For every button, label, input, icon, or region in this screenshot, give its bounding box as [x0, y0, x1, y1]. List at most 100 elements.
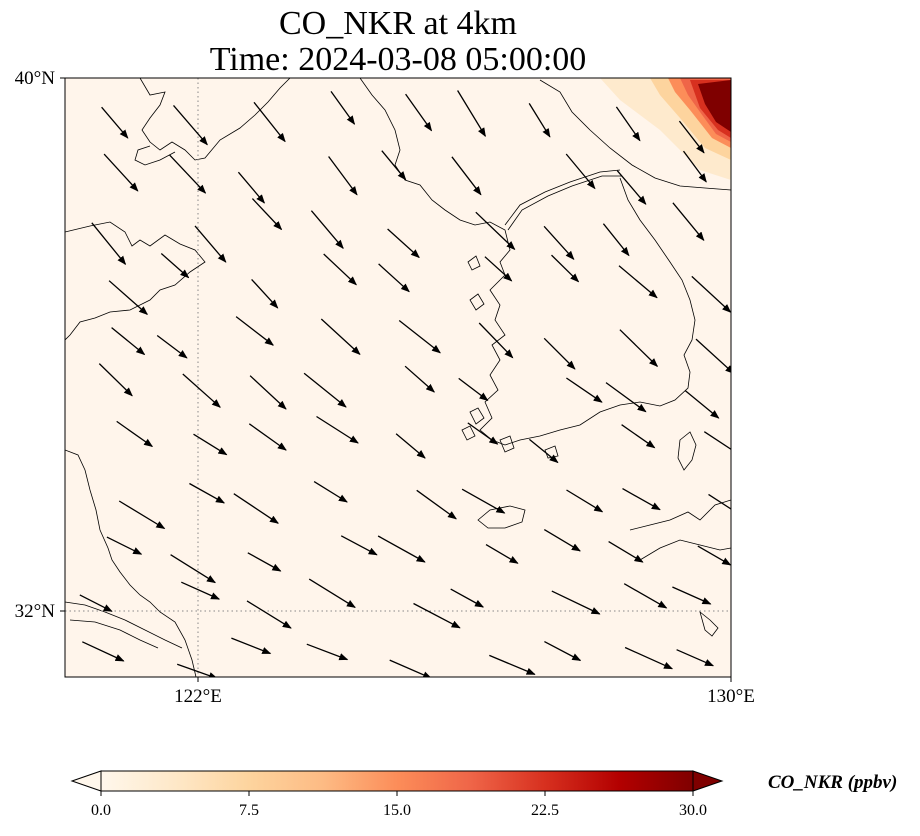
- coastline-japan-kyushu: [629, 499, 731, 637]
- wind-vector-93: [306, 643, 349, 661]
- wind-vector-66: [313, 481, 348, 503]
- wind-vector-69: [566, 489, 604, 513]
- wind-vector-47: [249, 375, 287, 410]
- coastlines: [65, 78, 731, 677]
- wind-vector-52: [605, 382, 647, 413]
- wind-vector-20: [251, 198, 283, 231]
- wind-vector-68: [461, 488, 506, 514]
- wind-vector-18: [91, 222, 127, 266]
- wind-vector-15: [565, 153, 596, 190]
- title-line-2: Time: 2024-03-08 05:00:00: [210, 41, 587, 78]
- wind-vector-6: [528, 103, 551, 138]
- lon-tick-130e: 130°E: [707, 686, 755, 707]
- wind-vector-44: [695, 338, 731, 375]
- wind-vector-19: [194, 225, 227, 263]
- wind-vector-14: [451, 156, 482, 196]
- wind-vector-26: [672, 202, 705, 242]
- wind-vector-92: [231, 637, 272, 655]
- wind-vector-60: [528, 438, 559, 464]
- wind-vector-54: [116, 420, 154, 448]
- wind-vector-82: [181, 581, 221, 600]
- lon-axis: 122°E 130°E: [174, 677, 755, 707]
- wind-vector-97: [624, 646, 674, 670]
- wind-vector-23: [475, 211, 516, 251]
- wind-vector-39: [320, 318, 361, 356]
- map-panel: [64, 77, 732, 678]
- wind-vector-25: [602, 223, 630, 257]
- colorbar-bar: [100, 770, 694, 792]
- wind-vector-41: [478, 322, 514, 359]
- wind-vector-0: [101, 106, 129, 139]
- lat-axis: 40°N 32°N: [15, 68, 65, 622]
- colorbar-tick-0: 0.0: [91, 802, 111, 819]
- wind-vector-87: [551, 590, 601, 615]
- wind-vector-24: [543, 225, 575, 260]
- wind-vector-7: [615, 106, 641, 142]
- wind-vector-45: [98, 363, 133, 397]
- wind-vector-62: [703, 431, 731, 451]
- wind-vector-28: [160, 253, 190, 279]
- wind-vector-21: [310, 210, 344, 249]
- wind-vector-85: [413, 602, 461, 629]
- wind-vector-32: [484, 256, 513, 282]
- coastline-liaodong: [139, 78, 291, 161]
- colorbar-extend-min: [70, 770, 102, 792]
- colorbar-extend-max: [692, 770, 724, 792]
- coastline-china-east: [65, 449, 197, 677]
- coastline-bohai-west: [65, 221, 206, 341]
- wind-vector-35: [691, 275, 731, 313]
- wind-vector-2: [253, 101, 286, 143]
- wind-vector-74: [247, 552, 282, 572]
- wind-vector-73: [170, 554, 216, 584]
- wind-vector-67: [416, 489, 457, 520]
- wind-vector-57: [316, 415, 359, 444]
- wind-vector-51: [566, 377, 603, 403]
- wind-vector-30: [323, 253, 357, 286]
- wind-vector-88: [623, 583, 668, 609]
- coastline-yangtze: [65, 601, 183, 649]
- wind-vector-48: [303, 372, 347, 408]
- colorbar-tick-2: 15.0: [383, 802, 411, 819]
- map-frame: [64, 77, 732, 678]
- coastline-korea-west: [359, 78, 696, 446]
- wind-vector-22: [387, 228, 420, 259]
- wind-vector-16: [616, 170, 647, 205]
- wind-vector-40: [398, 319, 441, 354]
- wind-vector-70: [622, 488, 661, 511]
- coastline-bohai-north: [134, 145, 176, 166]
- wind-vector-75: [340, 535, 378, 556]
- coastline-tsushima: [677, 431, 697, 471]
- wind-vector-79: [608, 541, 644, 563]
- wind-vector-31: [378, 263, 410, 293]
- wind-vector-71: [708, 493, 731, 510]
- wind-vector-90: [82, 641, 125, 662]
- wind-vector-13: [381, 150, 407, 181]
- gridlines: [65, 78, 731, 677]
- wind-vector-56: [248, 423, 287, 451]
- wind-vector-89: [672, 586, 712, 605]
- wind-vector-4: [405, 93, 433, 132]
- wind-vector-9: [103, 153, 139, 192]
- wind-vector-63: [118, 500, 166, 530]
- wind-vector-49: [404, 365, 435, 393]
- wind-vector-84: [308, 578, 356, 608]
- wind-vector-58: [395, 433, 426, 459]
- wind-vector-64: [189, 482, 225, 504]
- wind-vector-8: [678, 120, 705, 154]
- wind-vector-10: [168, 154, 207, 194]
- wind-vector-80: [697, 545, 731, 566]
- wind-vector-53: [684, 390, 720, 419]
- coastline-korea-north: [504, 169, 622, 231]
- title-line-1: CO_NKR at 4km: [279, 5, 517, 42]
- wind-vector-46: [182, 373, 221, 408]
- colorbar-tick-3: 22.5: [531, 802, 559, 819]
- wind-vector-5: [457, 90, 486, 137]
- wind-vector-96: [544, 641, 582, 662]
- wind-vector-61: [621, 424, 656, 449]
- coastline-jeju: [477, 505, 526, 529]
- wind-vector-81: [79, 594, 113, 612]
- wind-vector-34: [618, 265, 658, 299]
- lat-tick-40n: 40°N: [15, 68, 56, 89]
- lat-tick-32n: 32°N: [15, 601, 56, 622]
